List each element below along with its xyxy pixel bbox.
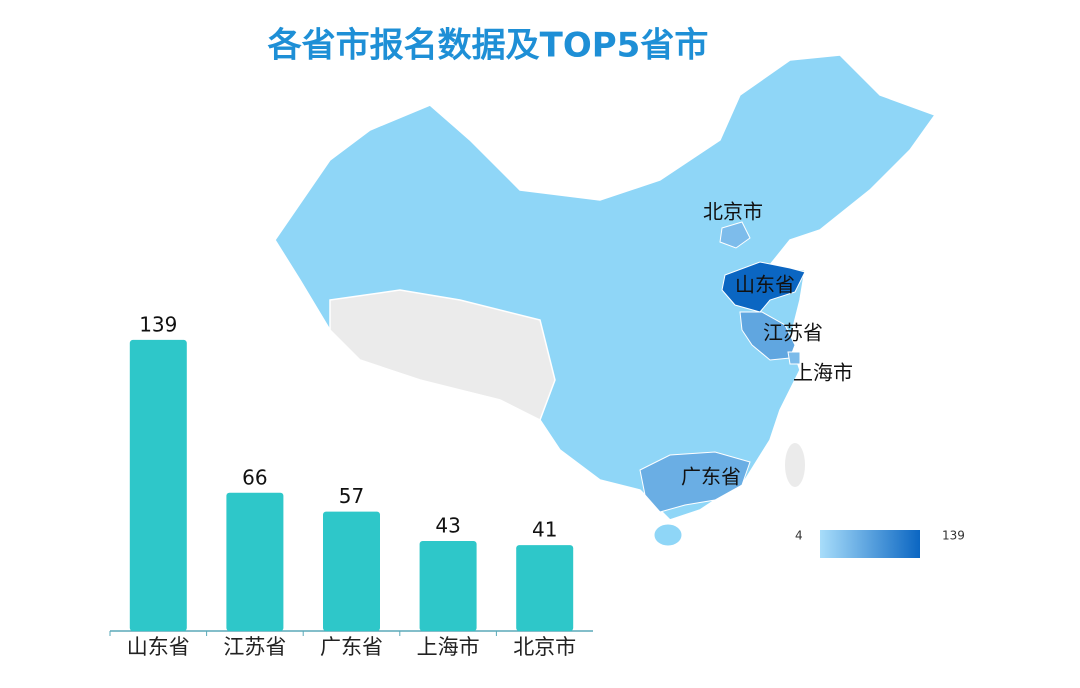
chart-title: 各省市报名数据及TOP5省市 [268,26,709,66]
color-scale [820,530,920,558]
province-shape [719,221,751,249]
range-max: 139 [942,529,965,543]
x-tick-label: 上海市 [417,635,480,659]
value-label: 43 [435,513,460,537]
value-label: 139 [139,312,177,336]
value-label: 57 [339,484,364,508]
map-label: 江苏省 [763,321,823,345]
province-shape [787,351,801,365]
x-tick-label: 山东省 [127,635,190,659]
range-min: 4 [795,529,803,543]
map [274,54,937,547]
visual-map: 4 139 [795,529,965,558]
bar [129,339,187,631]
bar [323,511,380,631]
province-shape [653,523,683,547]
value-label: 41 [532,518,557,542]
bar [516,545,574,631]
map-label: 上海市 [793,361,853,385]
bar [419,540,477,631]
province-shape [721,261,806,313]
map-label: 广东省 [681,465,741,489]
map-label: 北京市 [703,200,763,224]
bar-chart: 139 山东省 66 江苏省 57 广东省 43 上海市 41 北京市 [109,312,593,659]
bar [226,492,284,631]
value-label: 66 [242,465,267,489]
x-tick-label: 广东省 [320,635,383,659]
no-data-region [785,443,805,487]
province-shape [639,451,751,513]
map-label: 山东省 [735,273,795,297]
no-data-region [329,289,556,422]
x-tick-label: 北京市 [513,635,576,659]
country-shape [274,54,937,521]
x-tick-label: 江苏省 [223,635,286,659]
